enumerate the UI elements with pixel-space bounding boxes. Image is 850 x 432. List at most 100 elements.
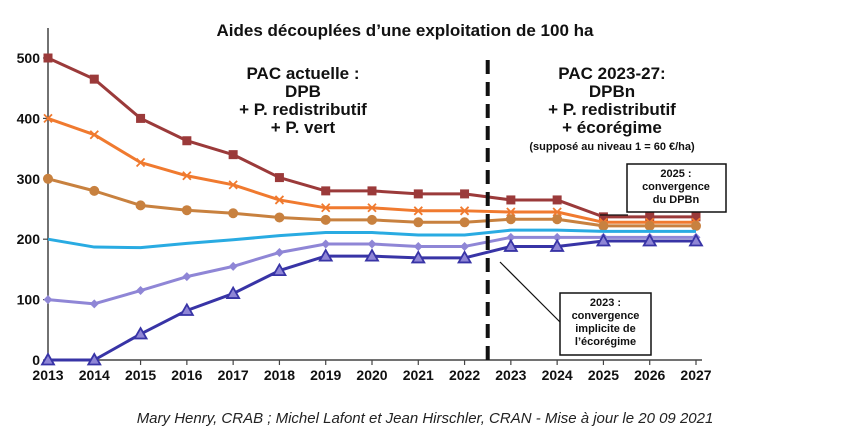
data-point-s6 [225, 285, 241, 299]
callout-2025-line: 2025 : [660, 168, 691, 180]
x-tick-label: 2017 [218, 367, 249, 383]
series-layer [40, 53, 704, 366]
data-point-s6 [457, 250, 473, 264]
data-point-s6 [595, 233, 611, 247]
data-point-s6 [410, 250, 426, 264]
data-point-s5 [182, 272, 192, 282]
data-point-s2 [274, 195, 285, 205]
data-point-s2 [552, 207, 562, 217]
data-point-s5 [228, 261, 238, 271]
x-tick-label: 2021 [403, 367, 434, 383]
annotation-right-line: + écorégime [562, 118, 662, 137]
data-point-s6 [549, 238, 565, 252]
x-tick-label: 2014 [79, 367, 110, 383]
x-tick-label: 2024 [542, 367, 573, 383]
data-point-s3 [691, 220, 701, 231]
data-point-s6 [40, 352, 56, 366]
data-point-s6 [642, 233, 658, 247]
annotation-left-line: + P. vert [271, 118, 336, 137]
y-tick-label: 200 [17, 231, 41, 247]
x-tick-label: 2025 [588, 367, 619, 383]
data-point-s1 [367, 186, 377, 196]
data-point-s6 [364, 248, 380, 262]
data-point-s3 [367, 214, 377, 225]
annotation-right-line: PAC 2023-27: [558, 64, 665, 83]
y-tick-label: 100 [17, 292, 41, 308]
x-tick-label: 2027 [680, 367, 711, 383]
annotation-right-line: + P. redistributif [548, 100, 676, 119]
data-point-s2 [459, 206, 470, 216]
data-point-s3 [43, 173, 53, 184]
callout-2023-line: 2023 : [590, 297, 621, 309]
annotation-right-line: DPBn [589, 82, 635, 101]
chart: Aides découplées d’une exploitation de 1… [17, 21, 727, 383]
data-point-s3 [228, 208, 239, 219]
data-point-s6 [688, 233, 704, 247]
y-tick-label: 500 [17, 50, 41, 66]
data-point-s3 [459, 217, 470, 228]
data-point-s2 [506, 207, 516, 217]
data-point-s2 [413, 206, 423, 216]
data-point-s1 [136, 113, 146, 123]
data-point-s5 [321, 239, 331, 249]
data-point-s5 [367, 239, 377, 249]
data-point-s3 [181, 205, 192, 216]
data-point-s1 [645, 212, 655, 222]
annotation-left-line: + P. redistributif [239, 100, 367, 119]
y-tick-label: 300 [17, 171, 41, 187]
data-point-s6 [271, 262, 287, 277]
data-point-s3 [274, 212, 285, 223]
x-tick-label: 2013 [32, 367, 63, 383]
data-point-s2 [43, 113, 53, 124]
data-point-s5 [552, 232, 562, 242]
series-line-4 [47, 228, 696, 250]
data-point-s5 [274, 247, 284, 257]
data-point-s2 [321, 203, 331, 213]
data-point-s6 [179, 302, 195, 316]
callout-2023-line: convergence [572, 310, 640, 322]
data-point-s3 [598, 220, 609, 231]
axes: 0 100 200 300 400 500 2013 2014 2015 2016 2017 2018… [17, 28, 712, 383]
data-point-s3 [505, 214, 516, 225]
data-point-s1 [321, 186, 331, 196]
credit-line: Mary Henry, CRAB ; Michel Lafont et Jean… [136, 410, 714, 427]
data-point-s3 [552, 214, 563, 225]
data-point-s5 [136, 286, 146, 296]
x-tick-label: 2015 [125, 367, 156, 383]
data-point-s1 [274, 173, 284, 183]
chart-title: Aides découplées d’une exploitation de 1… [217, 21, 594, 40]
data-point-s1 [182, 136, 192, 146]
data-point-s5 [413, 241, 423, 251]
data-point-s1 [598, 212, 608, 222]
x-tick-label: 2026 [634, 367, 665, 383]
x-tick-label: 2016 [171, 367, 202, 383]
data-point-s6 [318, 248, 334, 262]
annotation-right-note: (supposé au niveau 1 = 60 €/ha) [529, 141, 695, 153]
data-point-s2 [182, 171, 192, 181]
data-point-s3 [89, 185, 100, 196]
data-point-s2 [367, 203, 377, 213]
callout-2023-line: l’écorégime [575, 336, 636, 348]
callout-2025-line: convergence [642, 181, 710, 193]
data-point-s1 [89, 74, 99, 84]
annotations: PAC actuelle :DPB+ P. redistributif+ P. … [239, 60, 727, 360]
data-point-s1 [43, 53, 53, 63]
data-point-s3 [135, 200, 146, 211]
data-point-s1 [691, 212, 701, 222]
x-tick-label: 2022 [449, 367, 480, 383]
x-tick-label: 2018 [264, 367, 295, 383]
x-tick-label: 2019 [310, 367, 341, 383]
data-point-s5 [460, 241, 470, 251]
y-tick-label: 0 [32, 352, 40, 368]
callout-2025-box [626, 163, 727, 213]
data-point-s1 [228, 150, 238, 160]
data-point-s1 [413, 189, 423, 199]
callout-2023-pointer [499, 261, 561, 323]
data-point-s2 [135, 157, 146, 168]
data-point-s3 [644, 220, 655, 231]
data-point-s5 [43, 295, 53, 305]
data-point-s1 [460, 189, 470, 199]
data-point-s2 [228, 180, 238, 190]
annotation-left-line: DPB [285, 82, 321, 101]
data-point-s1 [552, 195, 562, 205]
